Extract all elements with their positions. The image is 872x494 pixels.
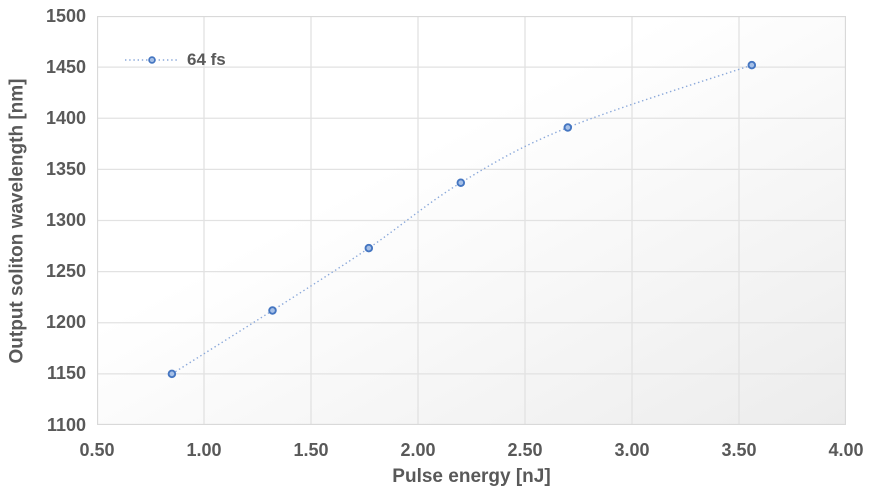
y-axis-title: Output soliton wavelength [nm] (6, 78, 28, 364)
y-axis-tick-label: 1150 (46, 363, 86, 384)
plot-border (97, 16, 846, 425)
data-point-marker (268, 306, 277, 315)
y-axis-tick-label: 1200 (45, 312, 86, 333)
x-axis-title: Pulse energy [nJ] (392, 466, 551, 487)
data-point-marker (456, 178, 466, 187)
x-axis-tick-label: 2.00 (400, 440, 436, 460)
data-point-marker (563, 123, 573, 132)
y-axis-tick-label: 1350 (45, 158, 86, 179)
x-axis-tick-label: 1.00 (186, 440, 222, 460)
legend-series-label: 64 fs (187, 50, 226, 69)
x-axis-tick-label: 1.50 (293, 440, 329, 460)
legend: 64 fs (125, 51, 226, 69)
x-axis-tick-label: 3.50 (721, 440, 757, 460)
data-point-marker (747, 60, 757, 70)
y-axis-tick-label: 1250 (45, 261, 86, 282)
legend-marker-icon (148, 56, 156, 64)
y-axis-tick-label: 1500 (45, 5, 86, 26)
y-axis-tick-label: 1400 (45, 107, 86, 128)
y-axis-tick-label: 1100 (46, 414, 86, 435)
plot-area (97, 16, 846, 425)
series-line (171, 64, 753, 375)
x-axis-tick-label: 3.00 (614, 440, 650, 460)
x-axis-tick-label: 0.50 (79, 440, 115, 460)
y-axis-tick-label: 1300 (45, 210, 86, 230)
y-axis-tick-label: 1450 (45, 56, 86, 77)
data-point-marker (167, 369, 177, 379)
data-point-marker (364, 243, 374, 253)
x-axis-tick-label: 4.00 (828, 440, 864, 460)
legend-series-key-icon (125, 56, 179, 64)
x-axis-tick-label: 2.50 (507, 440, 543, 460)
